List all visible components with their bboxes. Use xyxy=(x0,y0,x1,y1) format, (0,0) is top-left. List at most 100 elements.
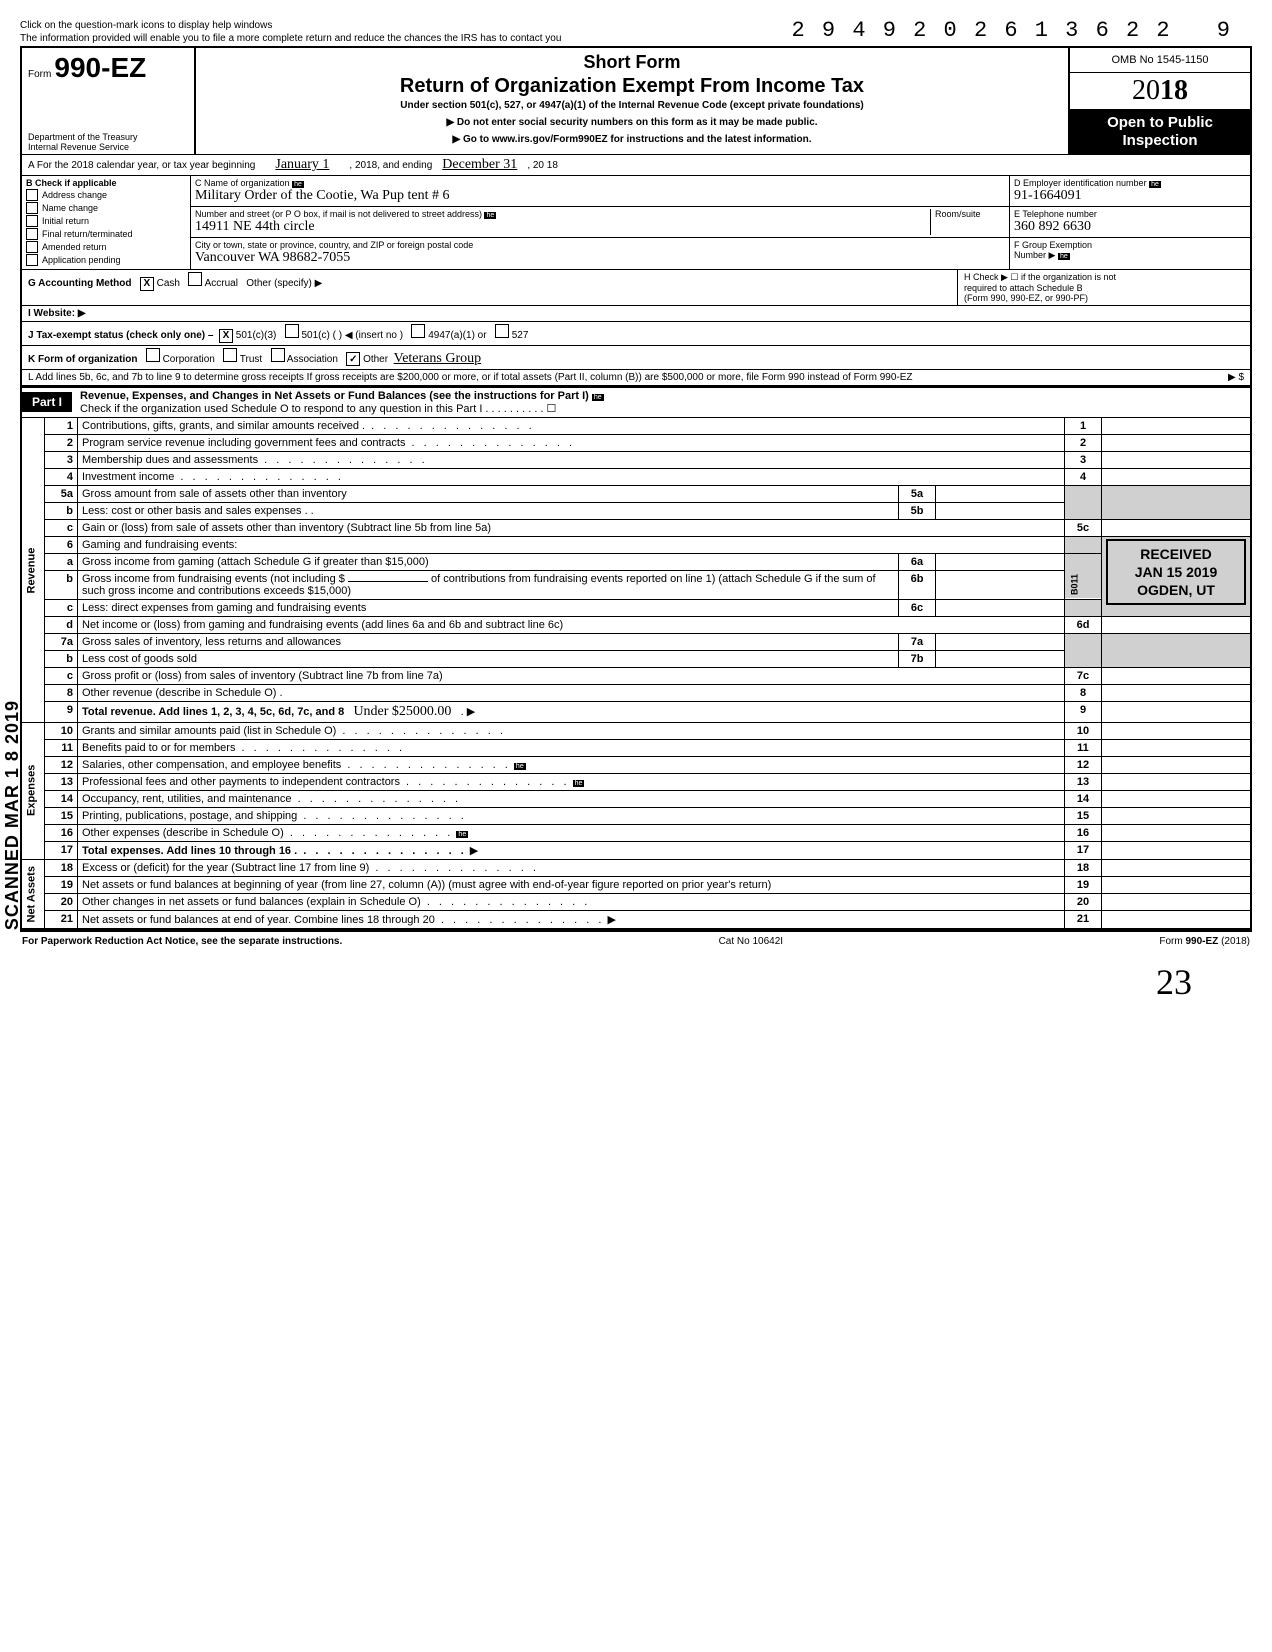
amount-21[interactable] xyxy=(1102,910,1252,929)
line-num: b xyxy=(45,650,78,667)
line-num: c xyxy=(45,667,78,684)
e-phone: E Telephone number 360 892 6630 xyxy=(1010,207,1250,238)
amount-3[interactable] xyxy=(1102,451,1252,468)
help-icon[interactable]: he xyxy=(456,831,468,838)
line-num: c xyxy=(45,519,78,536)
chk-527[interactable] xyxy=(495,324,509,338)
chk-amended-return[interactable]: Amended return xyxy=(26,241,186,253)
open-to-public: Open to Public Inspection xyxy=(1070,110,1250,154)
amount-20[interactable] xyxy=(1102,893,1252,910)
line-num: 4 xyxy=(45,468,78,485)
j-501c: 501(c) ( ) ◀ (insert no ) xyxy=(301,330,403,341)
chk-application-pending[interactable]: Application pending xyxy=(26,254,186,266)
accrual-label: Accrual xyxy=(205,278,238,289)
amount-5c[interactable] xyxy=(1102,519,1252,536)
chk-501c[interactable] xyxy=(285,324,299,338)
chk-501c3[interactable]: X xyxy=(219,329,233,343)
b-heading: B Check if applicable xyxy=(26,178,186,188)
mini-5a-val[interactable] xyxy=(936,485,1065,502)
chk-address-change[interactable]: Address change xyxy=(26,189,186,201)
row-i: I Website: ▶ xyxy=(20,305,1252,321)
line-12-desc: Salaries, other compensation, and employ… xyxy=(78,756,1065,773)
l9-value[interactable]: Under $25000.00 xyxy=(353,704,451,719)
k-other-value[interactable]: Veterans Group xyxy=(394,351,481,366)
help-icon[interactable]: he xyxy=(592,394,604,401)
amount-4[interactable] xyxy=(1102,468,1252,485)
amount-9[interactable] xyxy=(1102,701,1252,722)
help-icon[interactable]: he xyxy=(1149,181,1161,188)
box-4: 4 xyxy=(1065,468,1102,485)
street-value[interactable]: 14911 NE 44th circle xyxy=(195,219,315,234)
help-icon[interactable]: he xyxy=(484,212,496,219)
chk-label: Address change xyxy=(42,190,107,200)
amount-8[interactable] xyxy=(1102,684,1252,701)
c-label: C Name of organization xyxy=(195,178,290,188)
chk-final-return[interactable]: Final return/terminated xyxy=(26,228,186,240)
help-icon[interactable]: he xyxy=(292,181,304,188)
amount-1[interactable] xyxy=(1102,418,1252,435)
amount-13[interactable] xyxy=(1102,773,1252,790)
mini-7a-val[interactable] xyxy=(936,633,1065,650)
mini-6c-val[interactable] xyxy=(936,599,1065,616)
help-icon[interactable]: he xyxy=(514,763,526,770)
box-15: 15 xyxy=(1065,807,1102,824)
side-netassets: Net Assets xyxy=(21,859,45,929)
d-label: D Employer identification number xyxy=(1014,178,1147,188)
mini-6a-val[interactable] xyxy=(936,553,1065,570)
line-17-desc: Total expenses. Add lines 10 through 16 … xyxy=(78,841,1065,859)
amount-12[interactable] xyxy=(1102,756,1252,773)
mini-7b-val[interactable] xyxy=(936,650,1065,667)
box-12: 12 xyxy=(1065,756,1102,773)
line-7a-desc: Gross sales of inventory, less returns a… xyxy=(78,633,899,650)
chk-cash[interactable]: X xyxy=(140,277,154,291)
line-18-desc: Excess or (deficit) for the year (Subtra… xyxy=(78,859,1065,876)
amount-6d[interactable] xyxy=(1102,616,1252,633)
d-ein: D Employer identification number he 91-1… xyxy=(1010,176,1250,207)
ein-value[interactable]: 91-1664091 xyxy=(1014,188,1082,203)
mini-6b: 6b xyxy=(899,570,936,599)
line-num: 18 xyxy=(45,859,78,876)
chk-assoc[interactable] xyxy=(271,348,285,362)
amount-2[interactable] xyxy=(1102,434,1252,451)
city-value[interactable]: Vancouver WA 98682-7055 xyxy=(195,250,350,265)
tax-year-begin[interactable]: January 1 xyxy=(275,157,329,173)
phone-value[interactable]: 360 892 6630 xyxy=(1014,219,1091,234)
return-title: Return of Organization Exempt From Incom… xyxy=(204,75,1060,98)
mini-5a: 5a xyxy=(899,485,936,502)
mini-5b-val[interactable] xyxy=(936,502,1065,519)
amount-11[interactable] xyxy=(1102,739,1252,756)
row-a-label: A For the 2018 calendar year, or tax yea… xyxy=(28,160,255,171)
line-num: 17 xyxy=(45,841,78,859)
org-name[interactable]: Military Order of the Cootie, Wa Pup ten… xyxy=(195,188,449,203)
help-icon[interactable]: he xyxy=(1058,253,1070,260)
amount-7c[interactable] xyxy=(1102,667,1252,684)
amount-10[interactable] xyxy=(1102,722,1252,739)
row-l: L Add lines 5b, 6c, and 7b to line 9 to … xyxy=(20,369,1252,387)
e-label: E Telephone number xyxy=(1014,209,1097,219)
chk-accrual[interactable] xyxy=(188,272,202,286)
amount-15[interactable] xyxy=(1102,807,1252,824)
arrow-url: ▶ Go to www.irs.gov/Form990EZ for instru… xyxy=(204,134,1060,145)
header-middle: Short Form Return of Organization Exempt… xyxy=(196,48,1070,154)
page-footer: For Paperwork Reduction Act Notice, see … xyxy=(20,930,1252,951)
side-expenses: Expenses xyxy=(21,722,45,859)
help-icon[interactable]: he xyxy=(573,780,585,787)
row-k: K Form of organization Corporation Trust… xyxy=(20,345,1252,369)
amount-16[interactable] xyxy=(1102,824,1252,841)
box-17: 17 xyxy=(1065,841,1102,859)
chk-trust[interactable] xyxy=(223,348,237,362)
mini-6b-val[interactable] xyxy=(936,570,1065,599)
chk-corp[interactable] xyxy=(146,348,160,362)
amount-14[interactable] xyxy=(1102,790,1252,807)
tax-year-end[interactable]: December 31 xyxy=(442,157,517,173)
amount-17[interactable] xyxy=(1102,841,1252,859)
chk-name-change[interactable]: Name change xyxy=(26,202,186,214)
i-label: I Website: ▶ xyxy=(28,308,86,319)
chk-initial-return[interactable]: Initial return xyxy=(26,215,186,227)
chk-4947[interactable] xyxy=(411,324,425,338)
amount-18[interactable] xyxy=(1102,859,1252,876)
amount-19[interactable] xyxy=(1102,876,1252,893)
received-stamp-cell: RECEIVED JAN 15 2019 OGDEN, UT xyxy=(1102,536,1252,616)
line-14-desc: Occupancy, rent, utilities, and maintena… xyxy=(78,790,1065,807)
chk-other-org[interactable]: ✓ xyxy=(346,352,360,366)
